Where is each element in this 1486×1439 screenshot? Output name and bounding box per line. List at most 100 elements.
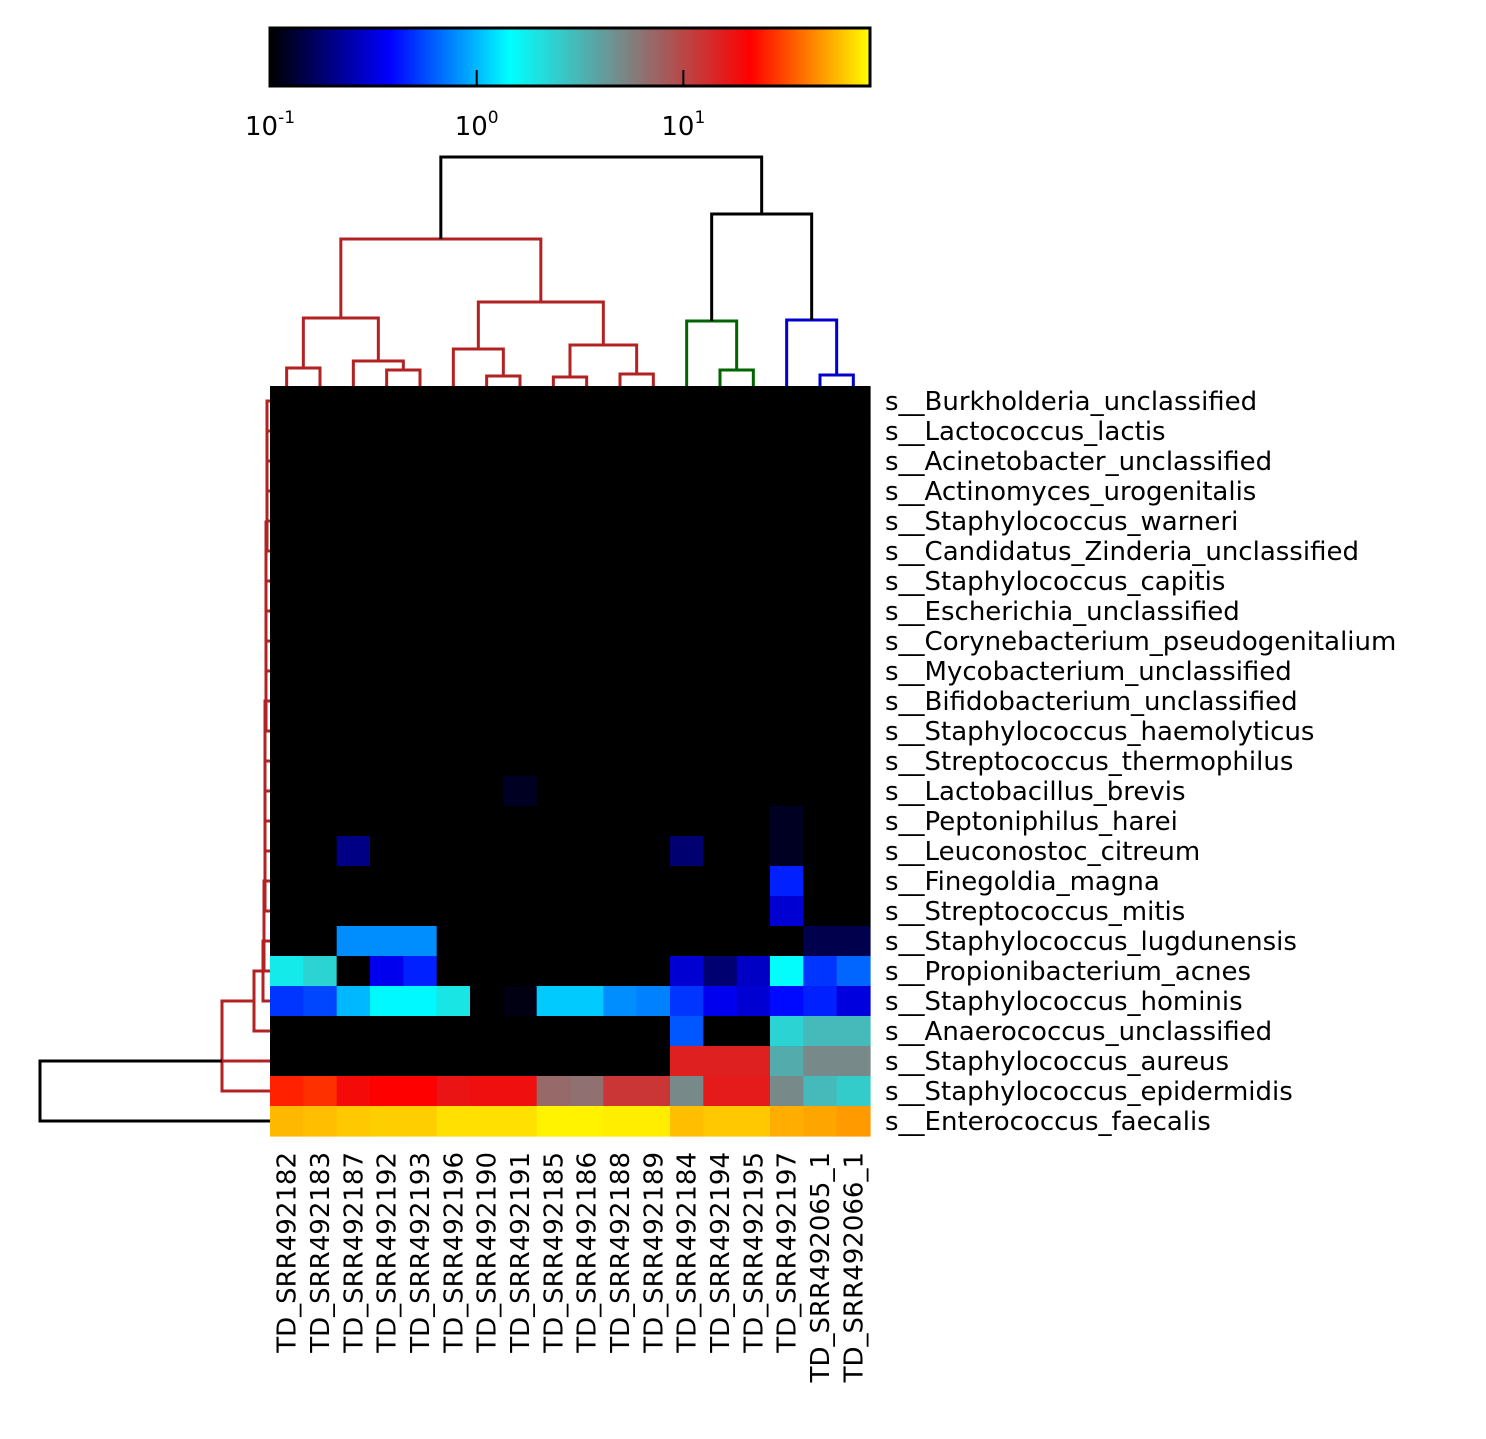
- heatmap-cell: [670, 926, 704, 957]
- heatmap-cell: [603, 776, 638, 807]
- heatmap-cell: [270, 626, 304, 657]
- column-label: TD_SRR492194: [706, 1152, 736, 1354]
- heatmap-cell: [803, 686, 838, 717]
- heatmap-cell: [303, 836, 338, 867]
- heatmap-cell: [836, 446, 871, 477]
- dendrogram-link: [220, 1031, 270, 1093]
- heatmap-cell: [303, 506, 338, 537]
- heatmap-cell: [603, 566, 638, 597]
- heatmap-cell: [836, 566, 871, 597]
- heatmap-cell: [403, 536, 438, 567]
- row-label: s__Streptococcus_mitis: [885, 897, 1185, 927]
- heatmap-cell: [803, 536, 838, 567]
- heatmap-cell: [703, 506, 738, 537]
- heatmap-cell: [803, 956, 838, 987]
- row-label: s__Acinetobacter_unclassified: [885, 447, 1272, 477]
- heatmap-cell: [303, 806, 338, 837]
- heatmap-cell: [436, 1046, 471, 1077]
- heatmap-cell: [503, 926, 538, 957]
- heatmap-cell: [336, 626, 371, 657]
- heatmap-cell: [370, 686, 404, 717]
- heatmap-cell: [636, 416, 671, 447]
- heatmap-cell: [570, 386, 604, 417]
- heatmap-cell: [770, 866, 804, 897]
- heatmap-cell: [370, 626, 404, 657]
- heatmap-cell: [403, 776, 438, 807]
- heatmap-cell: [570, 1106, 604, 1137]
- heatmap-cell: [770, 1106, 804, 1137]
- heatmap-cell: [570, 476, 604, 507]
- heatmap-cell: [336, 656, 371, 687]
- heatmap-cell: [536, 686, 571, 717]
- heatmap-cell: [536, 806, 571, 837]
- heatmap-cell: [836, 926, 871, 957]
- heatmap-cell: [770, 596, 804, 627]
- heatmap-cell: [770, 716, 804, 747]
- heatmap-cell: [503, 626, 538, 657]
- heatmap-cell: [336, 716, 371, 747]
- heatmap-cell: [670, 1046, 704, 1077]
- column-label: TD_SRR492187: [339, 1152, 369, 1354]
- heatmap-cell: [536, 656, 571, 687]
- heatmap-cell: [436, 656, 471, 687]
- heatmap-cell: [336, 956, 371, 987]
- heatmap-cell: [703, 596, 738, 627]
- heatmap-cell: [403, 896, 438, 927]
- heatmap-cell: [370, 926, 404, 957]
- heatmap-cell: [403, 566, 438, 597]
- heatmap-cell: [736, 476, 771, 507]
- heatmap-cell: [303, 446, 338, 477]
- row-label: s__Streptococcus_thermophilus: [885, 747, 1293, 777]
- heatmap-cell: [270, 746, 304, 777]
- column-labels: TD_SRR492182 TD_SRR492183 TD_SRR492187 TD_S…: [273, 1152, 870, 1383]
- heatmap-cell: [503, 686, 538, 717]
- heatmap-cell: [270, 1046, 304, 1077]
- heatmap-cell: [636, 1016, 671, 1047]
- heatmap-cell: [636, 506, 671, 537]
- heatmap-cell: [470, 596, 504, 627]
- heatmap-cell: [270, 1106, 304, 1137]
- heatmap-cell: [736, 506, 771, 537]
- heatmap-cell: [803, 1016, 838, 1047]
- heatmap-cell: [370, 1046, 404, 1077]
- dendrogram-link: [551, 375, 589, 386]
- heatmap-cell: [503, 416, 538, 447]
- heatmap-cell: [703, 836, 738, 867]
- heatmap-cell: [670, 956, 704, 987]
- heatmap-cell: [670, 506, 704, 537]
- heatmap-cell: [436, 416, 471, 447]
- heatmap-cell: [436, 476, 471, 507]
- heatmap-cell: [436, 836, 471, 867]
- heatmap-cell: [770, 836, 804, 867]
- heatmap-cell: [770, 806, 804, 837]
- heatmap-cell: [836, 686, 871, 717]
- heatmap-cell: [270, 386, 304, 417]
- heatmap-cell: [336, 1106, 371, 1137]
- heatmap-cell: [303, 896, 338, 927]
- heatmap-cell: [403, 626, 438, 657]
- column-dendrogram: [285, 155, 855, 386]
- heatmap-cell: [303, 596, 338, 627]
- heatmap-cell: [803, 836, 838, 867]
- heatmap-cell: [703, 896, 738, 927]
- heatmap-cell: [436, 686, 471, 717]
- row-label: s__Bifidobacterium_unclassified: [885, 687, 1298, 717]
- heatmap-cell: [336, 536, 371, 567]
- heatmap-cell: [736, 536, 771, 567]
- column-label: TD_SRR492190: [473, 1152, 503, 1354]
- heatmap-cell: [603, 806, 638, 837]
- heatmap-cell: [603, 1076, 638, 1107]
- heatmap-cell: [570, 956, 604, 987]
- heatmap-cell: [303, 1106, 338, 1137]
- heatmap-cell: [336, 896, 371, 927]
- heatmap-cell: [303, 746, 338, 777]
- column-label: TD_SRR492065_1: [806, 1152, 836, 1383]
- heatmap-cell: [470, 446, 504, 477]
- heatmap-cell: [803, 896, 838, 927]
- heatmap-cell: [370, 446, 404, 477]
- heatmap-cell: [803, 566, 838, 597]
- dendrogram-link: [339, 237, 543, 318]
- heatmap-cell: [770, 446, 804, 477]
- heatmap-cell: [536, 626, 571, 657]
- heatmap-cell: [436, 926, 471, 957]
